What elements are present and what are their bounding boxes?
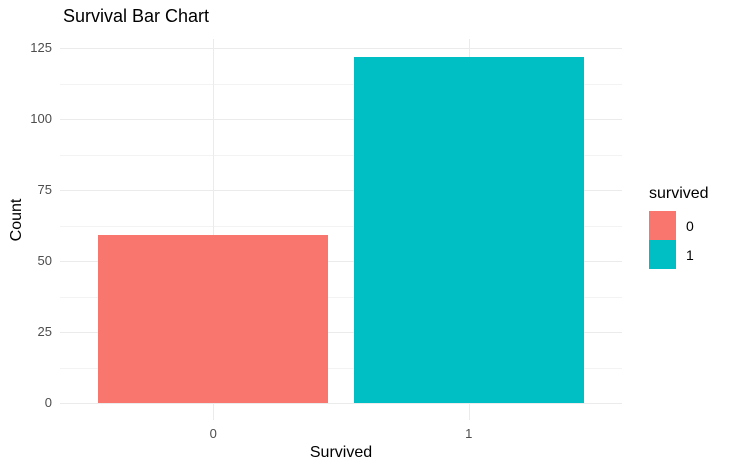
chart-title: Survival Bar Chart — [63, 6, 210, 26]
y-tick-label: 25 — [37, 324, 52, 339]
y-tick-label: 0 — [44, 395, 52, 410]
legend-item-1: 1 — [649, 240, 709, 269]
legend-key-label: 1 — [686, 246, 694, 263]
y-axis-title: Count — [8, 198, 25, 242]
minor-gridline — [60, 83, 622, 85]
major-gridline — [60, 119, 622, 120]
minor-gridline — [60, 225, 622, 227]
x-tick-label: 0 — [209, 426, 217, 441]
major-gridline — [60, 261, 622, 262]
y-tick-label: 125 — [30, 40, 52, 55]
x-axis-title: Survived — [309, 444, 373, 461]
minor-gridline — [60, 154, 622, 156]
major-gridline — [60, 48, 622, 49]
minor-gridline — [60, 296, 622, 298]
legend-key-swatch — [649, 211, 676, 240]
legend-title: survived — [649, 185, 709, 202]
y-tick-label: 75 — [37, 182, 52, 197]
major-gridline — [60, 332, 622, 333]
category-gridline — [213, 39, 215, 420]
y-tick-label: 100 — [30, 111, 52, 126]
bar-survived-1 — [353, 56, 584, 403]
bar-survived-0 — [98, 235, 329, 403]
x-tick-label: 1 — [465, 426, 473, 441]
y-tick-label: 50 — [37, 253, 52, 268]
legend-key-swatch — [649, 240, 676, 269]
legend-item-0: 0 — [649, 211, 709, 240]
major-gridline — [60, 190, 622, 191]
minor-gridline — [60, 367, 622, 369]
legend-key-label: 0 — [686, 217, 694, 234]
major-gridline — [60, 403, 622, 404]
